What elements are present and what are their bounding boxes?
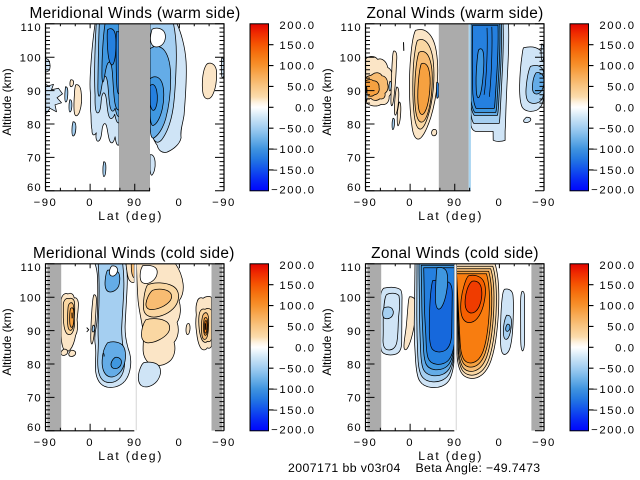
svg-text:0.0: 0.0 (295, 102, 316, 114)
svg-text:Altitude (km): Altitude (km) (0, 308, 14, 375)
svg-text:60: 60 (27, 422, 42, 434)
svg-text:150.0: 150.0 (279, 280, 315, 292)
svg-text:90: 90 (127, 197, 143, 209)
svg-text:−100.0: −100.0 (271, 144, 315, 156)
svg-text:−150.0: −150.0 (271, 165, 315, 177)
svg-text:0.0: 0.0 (295, 342, 316, 354)
svg-text:100.0: 100.0 (279, 61, 315, 73)
svg-text:0: 0 (406, 197, 414, 209)
svg-text:Lat (deg): Lat (deg) (98, 209, 163, 223)
svg-text:60: 60 (27, 182, 42, 194)
svg-text:−200.0: −200.0 (591, 424, 635, 436)
svg-text:Meridional Winds (warm side): Meridional Winds (warm side) (29, 5, 240, 22)
svg-text:Lat (deg): Lat (deg) (418, 449, 483, 463)
svg-text:200.0: 200.0 (279, 20, 315, 32)
svg-text:0.0: 0.0 (615, 342, 636, 354)
svg-text:−100.0: −100.0 (591, 384, 635, 396)
svg-text:−90: −90 (532, 437, 556, 449)
svg-text:150.0: 150.0 (599, 40, 635, 52)
svg-text:100: 100 (20, 293, 42, 305)
svg-text:80: 80 (27, 359, 42, 371)
svg-text:−90: −90 (34, 197, 58, 209)
svg-text:70: 70 (27, 393, 42, 405)
svg-text:−90: −90 (212, 437, 236, 449)
svg-text:−50.0: −50.0 (599, 363, 636, 375)
svg-text:60: 60 (347, 422, 362, 434)
svg-text:110: 110 (340, 262, 361, 274)
svg-text:0: 0 (86, 437, 94, 449)
svg-text:90: 90 (447, 437, 463, 449)
svg-text:150.0: 150.0 (279, 40, 315, 52)
svg-text:60: 60 (347, 182, 362, 194)
svg-text:Altitude (km): Altitude (km) (320, 308, 334, 375)
svg-text:−200.0: −200.0 (271, 424, 315, 436)
svg-text:100.0: 100.0 (599, 301, 635, 313)
svg-text:−150.0: −150.0 (591, 165, 635, 177)
svg-text:−90: −90 (34, 437, 58, 449)
svg-text:70: 70 (27, 153, 42, 165)
svg-text:80: 80 (27, 119, 42, 131)
svg-text:80: 80 (347, 119, 362, 131)
svg-text:90: 90 (447, 197, 463, 209)
svg-text:−100.0: −100.0 (591, 144, 635, 156)
svg-text:70: 70 (347, 393, 362, 405)
svg-text:Zonal Winds (cold side): Zonal Winds (cold side) (371, 245, 539, 262)
svg-text:−50.0: −50.0 (279, 123, 316, 135)
svg-text:Zonal Winds (warm side): Zonal Winds (warm side) (366, 5, 543, 22)
svg-text:80: 80 (347, 359, 362, 371)
svg-text:−90: −90 (212, 197, 236, 209)
svg-text:0: 0 (175, 197, 183, 209)
svg-text:0: 0 (495, 197, 503, 209)
svg-text:50.0: 50.0 (607, 322, 635, 334)
svg-text:−150.0: −150.0 (591, 405, 635, 417)
svg-text:110: 110 (20, 262, 41, 274)
svg-text:100: 100 (20, 53, 42, 65)
svg-text:−50.0: −50.0 (279, 363, 316, 375)
svg-text:100.0: 100.0 (279, 301, 315, 313)
svg-text:0: 0 (406, 437, 414, 449)
svg-text:Lat (deg): Lat (deg) (98, 449, 163, 463)
svg-text:Altitude (km): Altitude (km) (320, 68, 334, 135)
svg-text:200.0: 200.0 (599, 20, 635, 32)
svg-text:70: 70 (347, 153, 362, 165)
svg-text:90: 90 (347, 86, 362, 98)
svg-text:−50.0: −50.0 (599, 123, 636, 135)
svg-text:50.0: 50.0 (287, 322, 315, 334)
svg-text:90: 90 (347, 326, 362, 338)
svg-text:90: 90 (27, 326, 42, 338)
svg-text:150.0: 150.0 (599, 280, 635, 292)
svg-text:110: 110 (20, 22, 41, 34)
svg-text:100.0: 100.0 (599, 61, 635, 73)
svg-text:−200.0: −200.0 (271, 184, 315, 196)
svg-text:Lat (deg): Lat (deg) (418, 209, 483, 223)
svg-text:200.0: 200.0 (279, 260, 315, 272)
svg-text:200.0: 200.0 (599, 260, 635, 272)
svg-text:−90: −90 (532, 197, 556, 209)
svg-text:−150.0: −150.0 (271, 405, 315, 417)
svg-text:−90: −90 (354, 437, 378, 449)
svg-text:0: 0 (495, 437, 503, 449)
svg-text:100: 100 (340, 293, 362, 305)
svg-text:50.0: 50.0 (607, 82, 635, 94)
svg-text:−200.0: −200.0 (591, 184, 635, 196)
svg-text:110: 110 (340, 22, 361, 34)
svg-text:90: 90 (27, 86, 42, 98)
svg-text:0: 0 (175, 437, 183, 449)
svg-text:2007171 bb v03r04: 2007171 bb v03r04 (288, 461, 401, 475)
svg-text:90: 90 (127, 437, 143, 449)
svg-text:−90: −90 (354, 197, 378, 209)
svg-text:0: 0 (86, 197, 94, 209)
svg-text:Altitude (km): Altitude (km) (0, 68, 14, 135)
svg-text:Meridional Winds (cold side): Meridional Winds (cold side) (33, 245, 235, 262)
svg-text:Beta Angle: −49.7473: Beta Angle: −49.7473 (416, 461, 541, 475)
svg-text:100: 100 (340, 53, 362, 65)
svg-text:50.0: 50.0 (287, 82, 315, 94)
svg-text:0.0: 0.0 (615, 102, 636, 114)
svg-text:−100.0: −100.0 (271, 384, 315, 396)
